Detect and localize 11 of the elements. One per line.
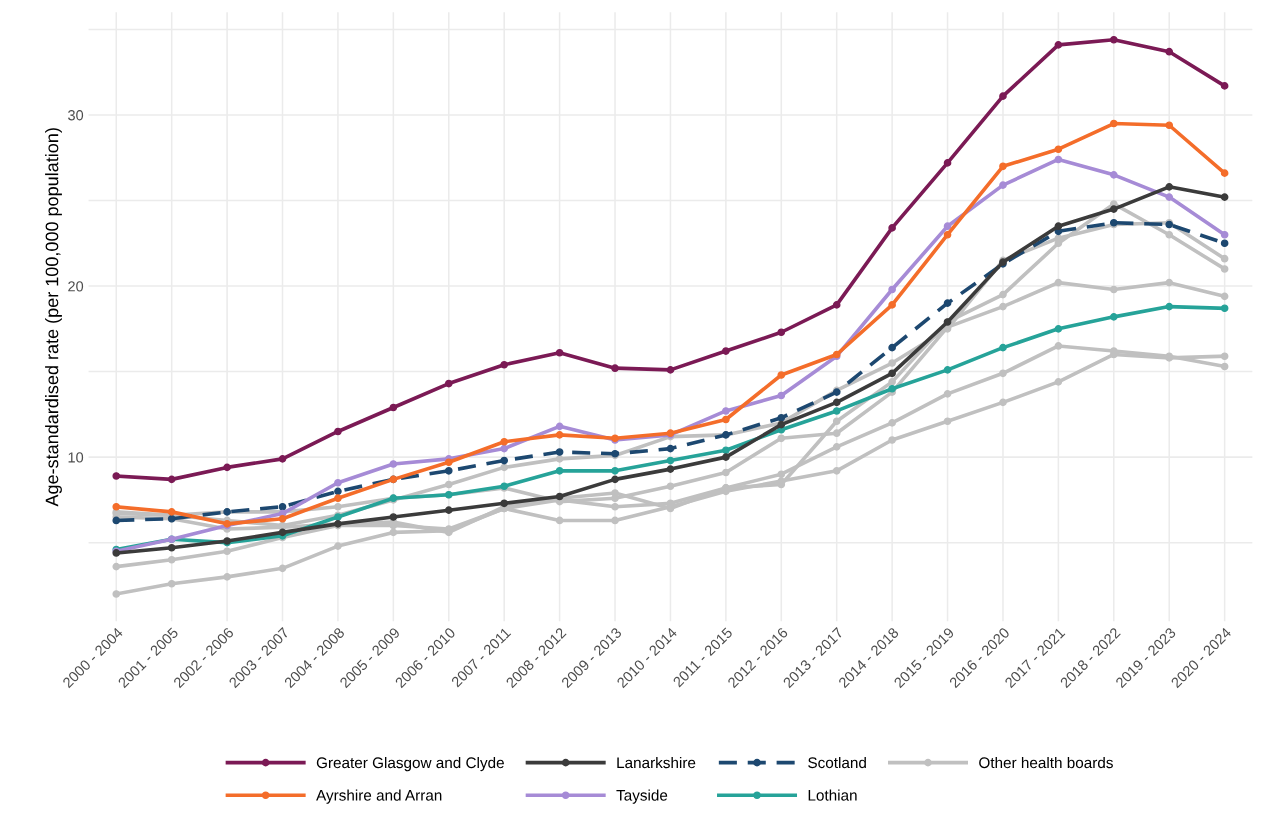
y-tick-label: 20: [68, 281, 84, 292]
legend-label: Lanarkshire: [617, 756, 696, 769]
legend-label: Tayside: [616, 789, 668, 804]
legend-label: Ayrshire and Arran: [316, 789, 442, 804]
legend-label: Other health boards: [979, 756, 1113, 769]
legend-label: Lothian: [808, 789, 857, 801]
legend-label: Greater Glasgow and Clyde: [316, 756, 504, 772]
legend-label: Scotland: [808, 756, 866, 769]
y-tick-label: 30: [68, 110, 84, 121]
y-axis-title: Age-standardised rate (per 100,000 population): [45, 128, 62, 507]
y-tick-label: 10: [68, 452, 84, 463]
